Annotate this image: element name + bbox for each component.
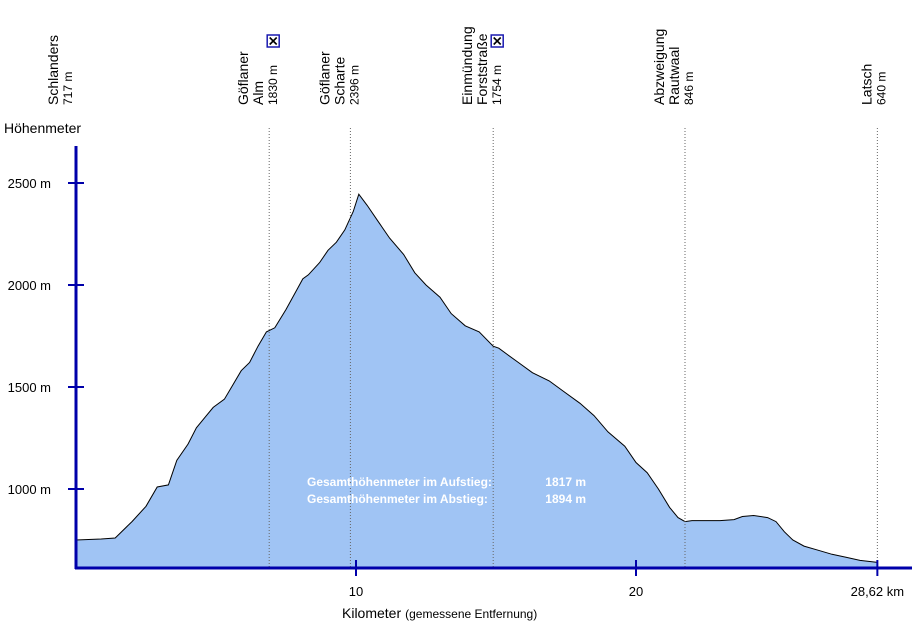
summary-label: Gesamthöhenmeter im Aufstieg: — [307, 475, 492, 489]
waypoint-name: Alm — [250, 81, 266, 105]
waypoint-elevation: 640 m — [874, 72, 888, 105]
x-tick-label: 10 — [349, 584, 363, 599]
y-tick-label: 1000 m — [8, 482, 51, 497]
waypoint-elevation: 717 m — [61, 72, 75, 105]
y-tick-label: 2000 m — [8, 278, 51, 293]
waypoint-elevation: 846 m — [682, 72, 696, 105]
y-tick-label: 2500 m — [8, 176, 51, 191]
x-axis-title-note: (gemessene Entfernung) — [405, 607, 537, 621]
waypoint-elevation: 1754 m — [490, 65, 504, 105]
summary-layer: Gesamthöhenmeter im Aufstieg: 1817 m Gesam… — [307, 475, 586, 506]
waypoint-elevation: 1830 m — [266, 65, 280, 105]
waypoint-name: Göflaner — [235, 51, 251, 105]
waypoint-elevation: 2396 m — [347, 65, 361, 105]
y-axis-title: Höhenmeter — [4, 120, 81, 136]
elevation-area — [76, 194, 878, 568]
hut-icon-cross — [269, 36, 278, 46]
summary-value: 1894 m — [545, 492, 586, 506]
axis-layer: 1000 m 1500 m 2000 m 2500 m 10 20 28,62 km — [8, 146, 912, 599]
waypoint-name: Einmündung — [459, 26, 475, 105]
y-tick-label: 1500 m — [8, 380, 51, 395]
area-layer — [75, 193, 878, 568]
waypoint-name: Latsch — [858, 64, 874, 105]
waypoint-name: Rautwaal — [666, 47, 682, 105]
summary-label: Gesamthöhenmeter im Abstieg: — [307, 492, 488, 506]
waypoint-name: Scharte — [331, 57, 347, 105]
summary-value: 1817 m — [545, 475, 586, 489]
elevation-outline — [75, 193, 878, 563]
x-axis-title: Kilometer (gemessene Entfernung) — [342, 605, 537, 621]
label-layer: Höhenmeter Kilometer (gemessene Entfernun… — [4, 26, 888, 621]
waypoint-name: Abzweigung — [651, 29, 667, 105]
waypoint-name: Forststraße — [474, 33, 490, 105]
x-axis-title-main: Kilometer — [342, 605, 401, 621]
waypoint-name: Göflaner — [316, 51, 332, 105]
x-tick-label: 28,62 km — [851, 584, 904, 599]
x-tick-label: 20 — [629, 584, 643, 599]
waypoint-layer — [268, 128, 878, 568]
waypoint-name: Schlanders — [45, 35, 61, 105]
hut-icon-cross — [493, 36, 502, 46]
